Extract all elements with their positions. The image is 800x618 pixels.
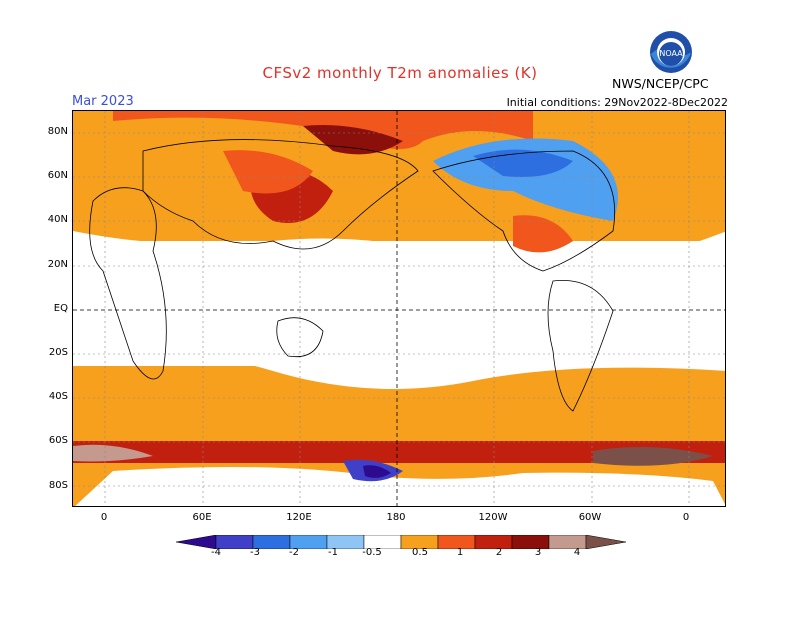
central-asia-warm — [223, 150, 313, 194]
lat-label-80s: 80S — [48, 480, 68, 491]
canada-cold-core — [473, 149, 573, 177]
us-warm-area — [513, 215, 573, 253]
coastlines — [89, 139, 616, 412]
southern-ocean-extreme-warm — [73, 444, 153, 462]
ross-sea-cold-core — [363, 465, 391, 478]
colorbar-label: -0.5 — [362, 547, 382, 558]
lon-label-180: 180 — [386, 512, 406, 523]
southern-ocean-warm-band — [73, 441, 725, 463]
lon-label-0: 0 — [100, 512, 108, 523]
lon-label-0-east: 0 — [682, 512, 690, 523]
colorbar-label: -3 — [250, 547, 260, 558]
forecast-month: Mar 2023 — [72, 94, 134, 109]
colorbar-label: -1 — [328, 547, 338, 558]
initial-conditions: Initial conditions: 29Nov2022-8Dec2022 — [506, 96, 728, 109]
arctic-warm-area — [113, 111, 533, 149]
colorbar — [175, 534, 627, 550]
lon-label-60e: 60E — [192, 512, 212, 523]
logo-text: NOAA — [659, 49, 683, 58]
colorbar-svg — [175, 534, 627, 550]
lat-label-20n: 20N — [47, 259, 68, 270]
lon-label-60w: 60W — [578, 512, 602, 523]
anomaly-map-svg — [73, 111, 725, 506]
lat-label-80n: 80N — [47, 126, 68, 137]
lat-label-eq: EQ — [53, 303, 68, 314]
page-title: CFSv2 monthly T2m anomalies (K) — [262, 64, 538, 82]
lat-label-60s: 60S — [48, 435, 68, 446]
weddell-sea-extreme-warm — [593, 447, 713, 466]
colorbar-label: 2 — [495, 547, 503, 558]
lat-label-20s: 20S — [48, 347, 68, 358]
lon-label-120e: 120E — [286, 512, 312, 523]
lat-label-40n: 40N — [47, 214, 68, 225]
colorbar-label: 0.5 — [412, 547, 428, 558]
colorbar-label: 4 — [573, 547, 581, 558]
organization-label: NWS/NCEP/CPC — [612, 76, 709, 91]
lon-label-120w: 120W — [478, 512, 508, 523]
noaa-logo-icon: NOAA — [649, 30, 693, 74]
colorbar-label: 3 — [534, 547, 542, 558]
antarctica-near-normal — [75, 467, 725, 506]
colorbar-swatch-max — [585, 534, 627, 550]
colorbar-label: 1 — [456, 547, 464, 558]
siberia-strong-warm — [303, 125, 403, 155]
lat-label-60n: 60N — [47, 170, 68, 181]
anomaly-map — [72, 110, 726, 507]
colorbar-label: -4 — [211, 547, 221, 558]
colorbar-label: -2 — [289, 547, 299, 558]
lat-label-40s: 40S — [48, 391, 68, 402]
graticule — [73, 111, 725, 506]
